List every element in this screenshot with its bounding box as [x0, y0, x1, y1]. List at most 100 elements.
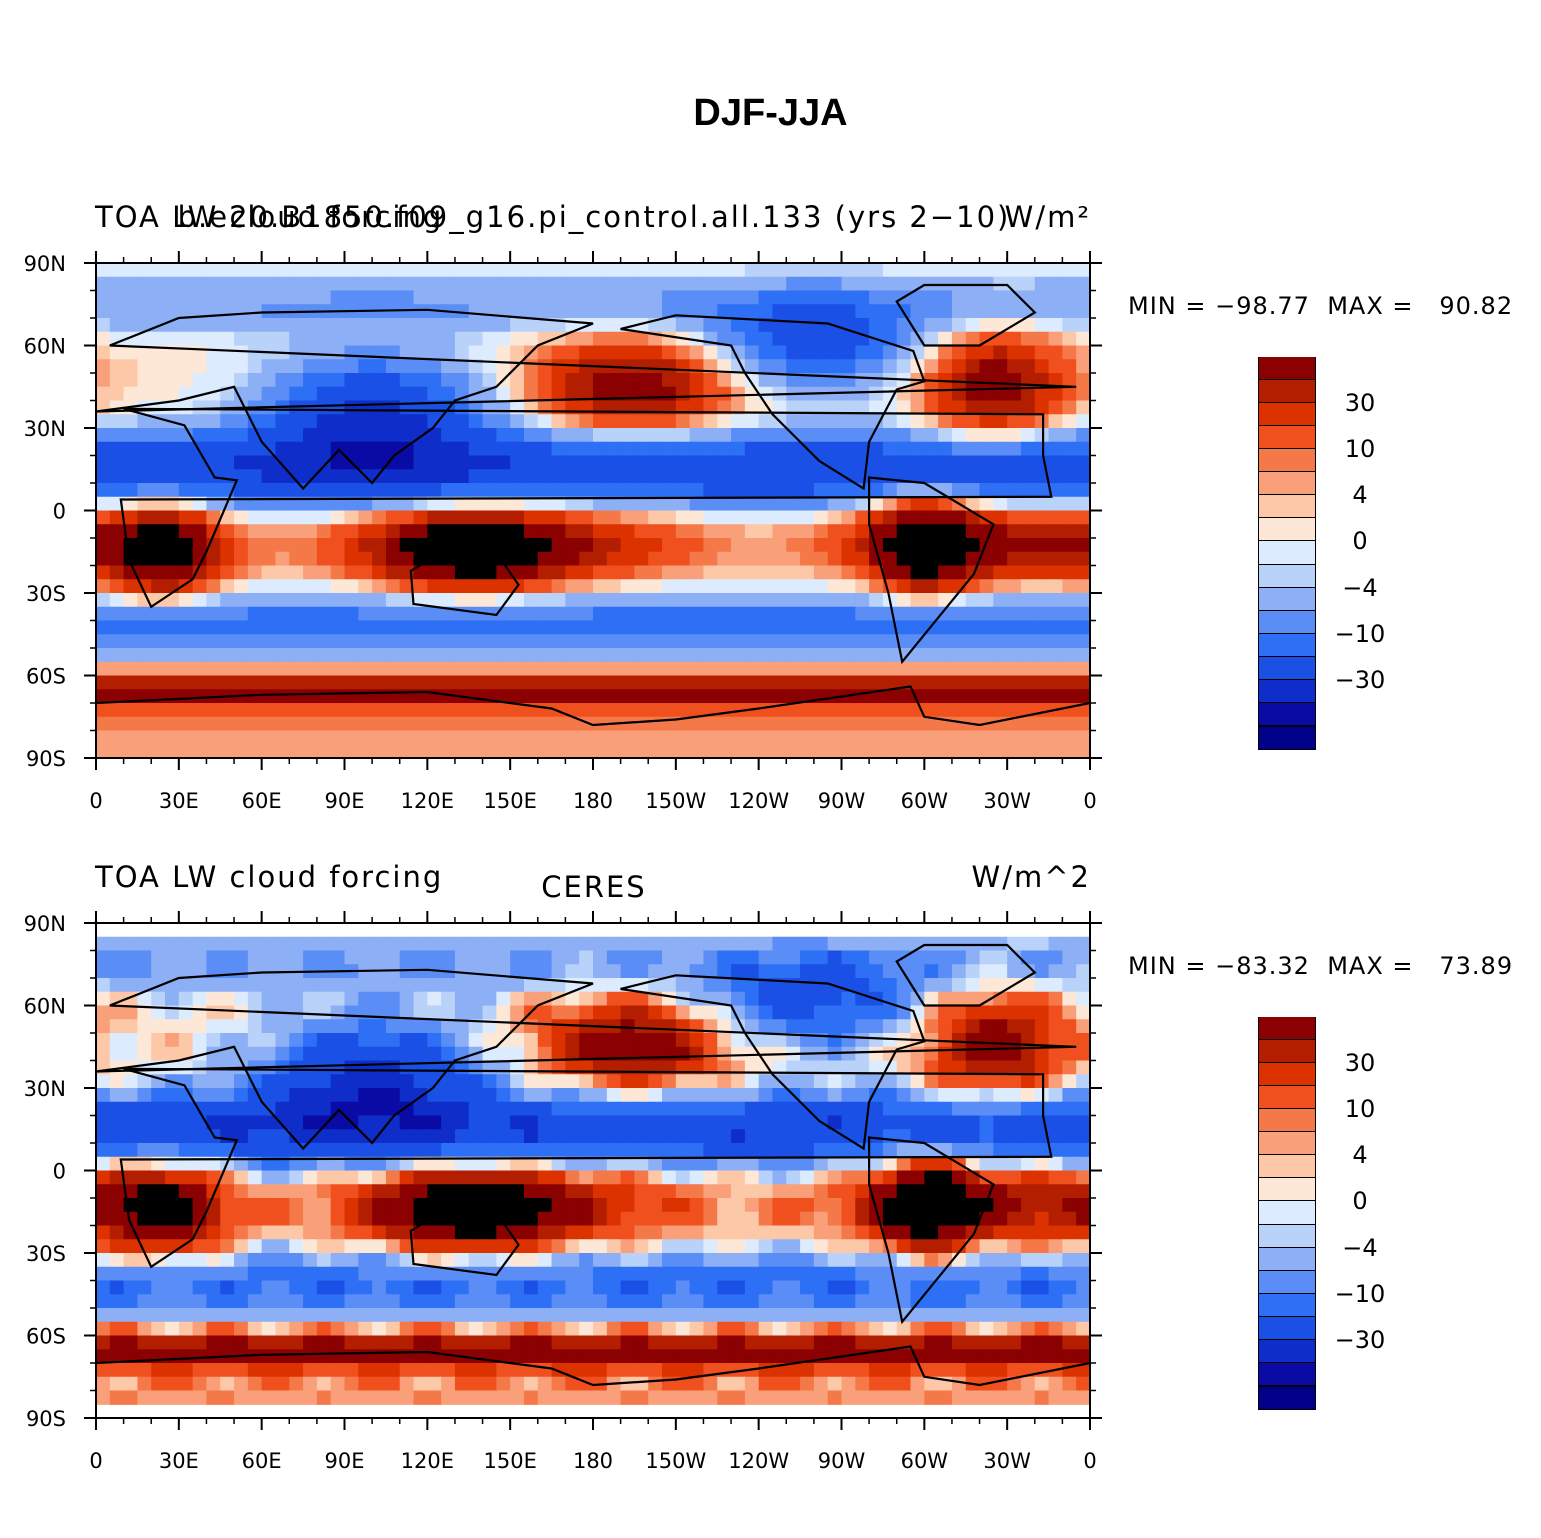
field-cell [454, 661, 470, 677]
field-cell [634, 304, 649, 319]
field-cell [827, 579, 843, 594]
field-cell [96, 1321, 111, 1337]
field-cell [924, 661, 939, 677]
field-cell [1076, 1184, 1091, 1199]
field-cell [979, 620, 994, 635]
field-cell [1076, 441, 1091, 457]
colorbar-label: −30 [1334, 665, 1386, 694]
field-cell [454, 304, 470, 319]
field-cell [358, 1143, 373, 1158]
field-cell [234, 373, 249, 388]
field-cell [123, 414, 139, 429]
field-cell [1062, 428, 1077, 443]
field-cell [454, 373, 470, 388]
field-cell [593, 428, 608, 443]
field-cell [662, 276, 677, 292]
field-cell [993, 689, 1008, 704]
field-cell [441, 730, 456, 745]
field-cell [662, 386, 677, 402]
field-cell [1076, 730, 1091, 745]
field-cell [137, 1225, 152, 1240]
field-cell [717, 689, 732, 704]
x-tick-label: 0 [89, 789, 102, 813]
field-cell [510, 1060, 525, 1075]
field-cell [813, 1280, 829, 1295]
field-cell [537, 964, 553, 979]
field-cell [316, 1019, 332, 1034]
field-cell [606, 496, 622, 512]
field-cell [537, 455, 553, 470]
field-cell [247, 648, 263, 663]
coastline [895, 283, 1037, 347]
field-cell [1048, 964, 1063, 979]
field-cell [993, 675, 1008, 690]
field-cell [482, 1321, 497, 1337]
field-cell [703, 1266, 718, 1282]
field-cell [813, 359, 829, 374]
field-cell [744, 1088, 760, 1103]
field-cell [786, 744, 801, 759]
field-cell [703, 593, 718, 608]
field-cell [910, 1143, 925, 1158]
field-cell [869, 359, 884, 374]
field-cell [137, 661, 152, 677]
field-cell [165, 1184, 180, 1199]
field-cell [316, 1184, 332, 1199]
field-cell [786, 538, 801, 553]
field-cell [648, 565, 663, 580]
field-cell [372, 1198, 387, 1213]
field-cell [869, 1253, 884, 1268]
field-cell [220, 1266, 235, 1282]
field-cell [827, 1321, 843, 1337]
field-cell [537, 373, 553, 388]
field-cell [385, 1005, 401, 1020]
field-cell [96, 1143, 111, 1158]
field-cell [289, 1349, 304, 1364]
field-cell [427, 648, 442, 663]
field-cell [662, 1335, 677, 1350]
field-cell [96, 386, 111, 402]
field-cell [192, 359, 208, 374]
field-cell [261, 991, 277, 1007]
field-cell [1062, 1115, 1077, 1130]
field-cell [1062, 359, 1077, 374]
field-cell [303, 593, 318, 608]
field-cell [234, 606, 249, 622]
field-cell [192, 1019, 208, 1034]
field-cell [1007, 950, 1022, 965]
field-cell [758, 414, 774, 429]
field-cell [192, 1308, 208, 1323]
field-cell [109, 1294, 125, 1309]
field-cell [137, 950, 152, 965]
field-cell [344, 716, 359, 732]
field-cell [1034, 689, 1050, 704]
field-cell [220, 579, 235, 594]
field-cell [399, 1170, 415, 1185]
field-cell [1048, 441, 1063, 457]
field-cell [523, 1101, 539, 1117]
field-cell [482, 318, 497, 333]
field-cell [178, 1101, 194, 1117]
field-cell [303, 524, 318, 539]
field-cell [468, 1129, 484, 1144]
field-cell [938, 661, 953, 677]
field-cell [206, 414, 221, 429]
field-cell [510, 290, 525, 305]
field-cell [316, 1046, 332, 1062]
field-cell [551, 469, 566, 484]
field-cell [1062, 524, 1077, 539]
field-cell [96, 675, 111, 690]
field-cell [772, 538, 787, 553]
field-cell [372, 1033, 387, 1048]
field-cell [938, 634, 953, 649]
field-cell [1048, 730, 1063, 745]
field-cell [579, 1074, 594, 1089]
field-cell [620, 414, 636, 429]
field-cell [731, 359, 746, 374]
field-cell [965, 318, 981, 333]
field-cell [744, 1308, 760, 1323]
field-cell [993, 1156, 1008, 1172]
field-cell [303, 496, 318, 512]
field-cell [165, 276, 180, 292]
field-cell [510, 1321, 525, 1337]
